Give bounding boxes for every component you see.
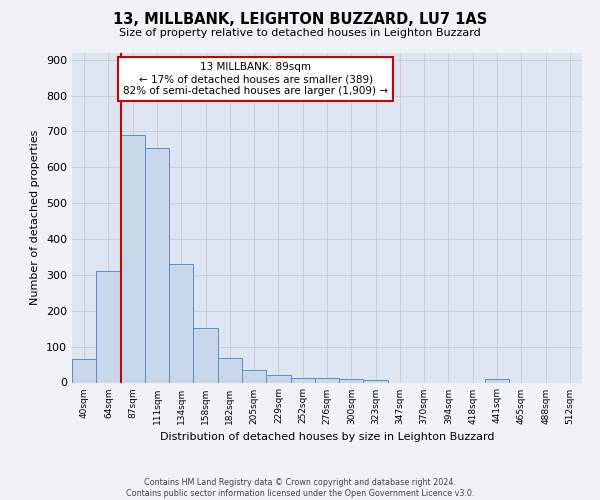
Text: 13, MILLBANK, LEIGHTON BUZZARD, LU7 1AS: 13, MILLBANK, LEIGHTON BUZZARD, LU7 1AS xyxy=(113,12,487,28)
X-axis label: Distribution of detached houses by size in Leighton Buzzard: Distribution of detached houses by size … xyxy=(160,432,494,442)
Bar xyxy=(121,135,145,382)
Bar xyxy=(145,148,169,382)
Bar xyxy=(315,378,339,382)
Bar xyxy=(169,264,193,382)
Bar xyxy=(364,380,388,382)
Bar xyxy=(266,374,290,382)
Y-axis label: Number of detached properties: Number of detached properties xyxy=(31,130,40,305)
Bar xyxy=(485,379,509,382)
Text: Size of property relative to detached houses in Leighton Buzzard: Size of property relative to detached ho… xyxy=(119,28,481,38)
Bar xyxy=(218,358,242,382)
Text: 13 MILLBANK: 89sqm
← 17% of detached houses are smaller (389)
82% of semi-detach: 13 MILLBANK: 89sqm ← 17% of detached hou… xyxy=(123,62,388,96)
Text: Contains HM Land Registry data © Crown copyright and database right 2024.
Contai: Contains HM Land Registry data © Crown c… xyxy=(126,478,474,498)
Bar xyxy=(72,359,96,382)
Bar xyxy=(339,379,364,382)
Bar xyxy=(193,328,218,382)
Bar xyxy=(290,378,315,382)
Bar xyxy=(242,370,266,382)
Bar xyxy=(96,272,121,382)
